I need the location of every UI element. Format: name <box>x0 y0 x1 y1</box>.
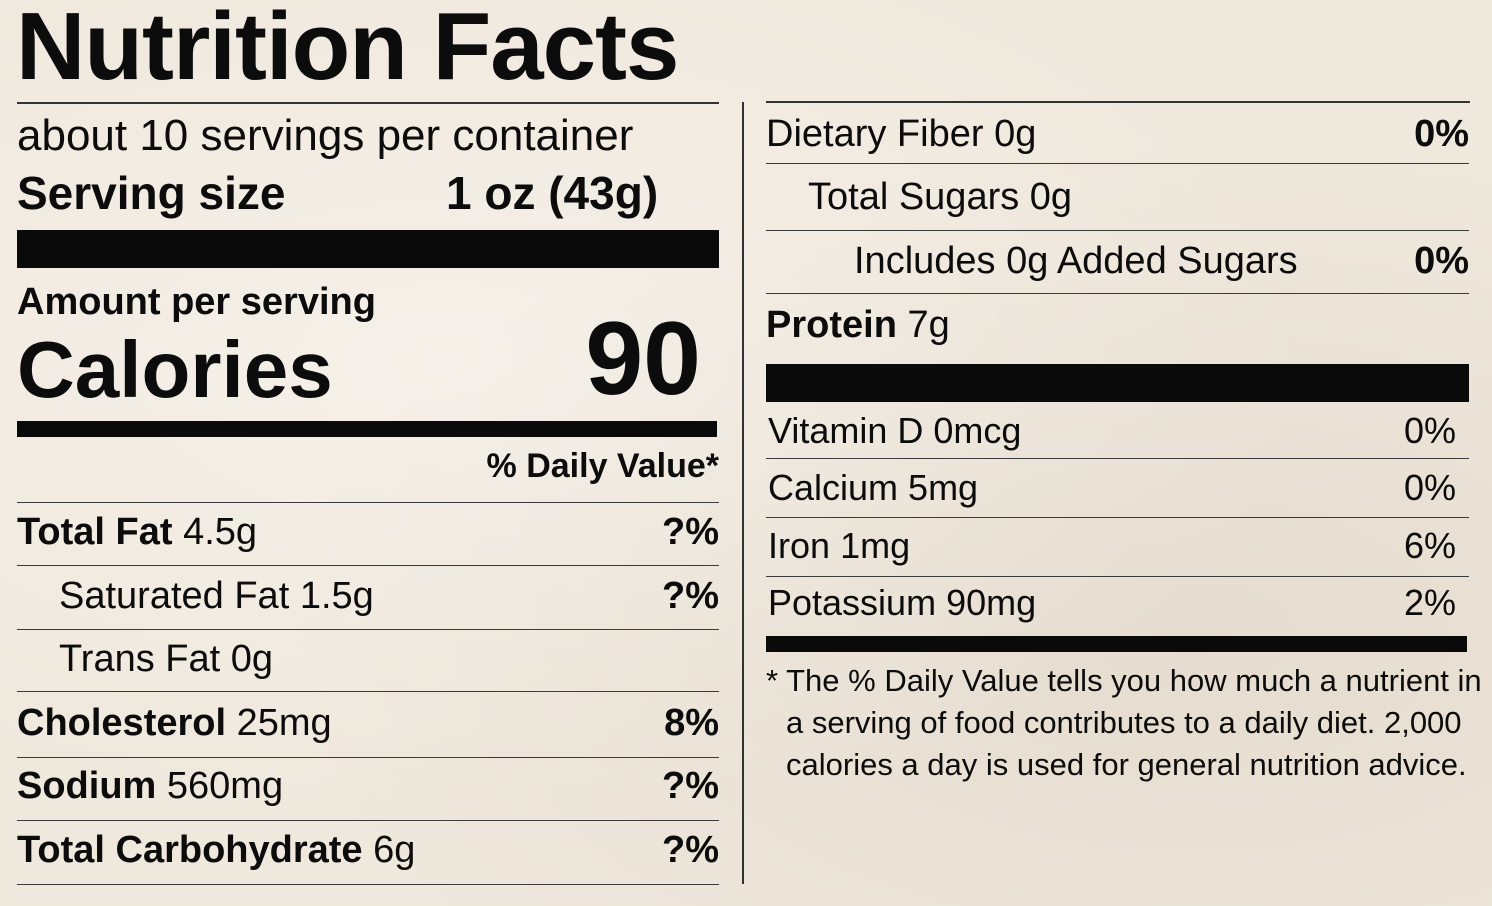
vitamin-row-vitamin-d: Vitamin D 0mcg 0% <box>768 411 1456 451</box>
thick-bar <box>17 230 719 268</box>
nutrient-dv: 8% <box>664 702 719 744</box>
top-rule-right <box>766 101 1470 103</box>
calories-label: Calories <box>17 325 333 414</box>
nutrient-amount: 0g <box>1029 176 1073 218</box>
divider-rule <box>17 691 719 692</box>
nutrient-dv: 0% <box>1414 240 1469 282</box>
nutrient-dv: ?% <box>662 511 719 553</box>
vitamin-dv: 2% <box>1403 582 1456 623</box>
nutrient-name: Saturated Fat <box>59 575 290 617</box>
divider-rule <box>766 230 1469 231</box>
nutrient-row-sodium: Sodium 560mg ?% <box>17 765 719 808</box>
nutrient-amount: 6g <box>373 829 416 871</box>
nutrient-amount: 0g <box>230 638 274 680</box>
vitamin-dv: 0% <box>1403 410 1456 451</box>
nutrient-row-dietary-fiber: Dietary Fiber 0g 0% <box>766 113 1469 156</box>
nutrient-name: Dietary Fiber <box>766 113 984 155</box>
vitamin-dv: 0% <box>1403 467 1456 508</box>
serving-size-value: 1 oz (43g) <box>446 167 659 219</box>
nutrient-row-total-sugars: Total Sugars 0g <box>766 176 1469 219</box>
daily-value-header: % Daily Value* <box>486 447 719 485</box>
divider-rule <box>766 458 1469 459</box>
calories-value: 90 <box>585 301 701 417</box>
nutrient-dv: 0% <box>1414 113 1469 155</box>
column-divider <box>742 102 744 884</box>
footnote-line-2: a serving of food contributes to a daily… <box>786 705 1462 740</box>
nutrient-amount: 1.5g <box>299 575 374 617</box>
nutrient-name: Trans Fat <box>59 638 221 680</box>
divider-rule <box>17 884 719 885</box>
medium-bar <box>766 636 1467 652</box>
vitamin-row-potassium: Potassium 90mg 2% <box>768 583 1456 623</box>
nutrient-name: Cholesterol <box>17 702 227 744</box>
servings-per-container: about 10 servings per container <box>17 111 634 160</box>
footnote-line-1: * The % Daily Value tells you how much a… <box>766 663 1482 698</box>
vitamin-name: Calcium <box>768 467 899 508</box>
vitamin-row-iron: Iron 1mg 6% <box>768 526 1456 566</box>
divider-rule <box>766 163 1469 164</box>
amount-per-serving: Amount per serving <box>17 281 376 323</box>
nutrient-amount: 0g <box>994 113 1037 155</box>
vitamin-amount: 5mg <box>908 467 979 508</box>
nutrient-amount: 25mg <box>236 702 332 744</box>
divider-rule <box>766 517 1469 518</box>
vitamin-name: Iron <box>768 525 831 566</box>
nutrient-row-saturated-fat: Saturated Fat 1.5g ?% <box>17 575 719 618</box>
label-title: Nutrition Facts <box>16 0 679 100</box>
nutrient-row-total-carbohydrate: Total Carbohydrate 6g ?% <box>17 829 719 872</box>
nutrient-amount: 560mg <box>166 765 284 807</box>
nutrient-row-total-fat: Total Fat 4.5g ?% <box>17 511 719 554</box>
divider-rule <box>766 293 1469 294</box>
vitamin-row-calcium: Calcium 5mg 0% <box>768 468 1456 508</box>
divider-rule <box>17 820 719 821</box>
nutrient-row-protein: Protein 7g <box>766 304 1469 347</box>
footnote-line-3: calories a day is used for general nutri… <box>786 747 1467 782</box>
serving-size-label: Serving size <box>17 167 286 219</box>
nutrient-amount: 4.5g <box>183 511 258 553</box>
nutrient-name: Total Sugars <box>808 176 1020 218</box>
nutrient-row-cholesterol: Cholesterol 25mg 8% <box>17 702 719 745</box>
vitamin-name: Vitamin D <box>768 410 924 451</box>
nutrient-row-trans-fat: Trans Fat 0g <box>17 638 719 681</box>
divider-rule <box>17 757 719 758</box>
vitamin-amount: 1mg <box>840 525 911 566</box>
nutrient-row-added-sugars: Includes 0g Added Sugars 0% <box>766 240 1469 283</box>
vitamin-amount: 90mg <box>946 582 1037 623</box>
divider-rule <box>766 576 1469 577</box>
nutrient-dv: ?% <box>662 765 719 807</box>
daily-value-footnote: * The % Daily Value tells you how much a… <box>766 660 1482 786</box>
nutrient-dv: ?% <box>662 575 719 617</box>
vitamin-dv: 6% <box>1403 525 1456 566</box>
nutrient-name: Total Carbohydrate <box>17 829 363 871</box>
serving-size-row: Serving size 1 oz (43g) <box>17 167 658 219</box>
title-rule <box>17 102 719 104</box>
vitamin-amount: 0mcg <box>933 410 1022 451</box>
divider-rule <box>17 502 719 503</box>
divider-rule <box>17 565 719 566</box>
nutrient-name: Includes 0g Added Sugars <box>854 240 1298 282</box>
vitamin-name: Potassium <box>768 582 937 623</box>
nutrient-name: Total Fat <box>17 511 173 553</box>
nutrient-amount: 7g <box>907 304 950 346</box>
nutrient-name: Sodium <box>17 765 157 807</box>
medium-bar <box>17 421 717 437</box>
nutrient-dv: ?% <box>662 829 719 871</box>
thick-bar <box>766 364 1469 402</box>
nutrient-name: Protein <box>766 304 897 346</box>
divider-rule <box>17 629 719 630</box>
